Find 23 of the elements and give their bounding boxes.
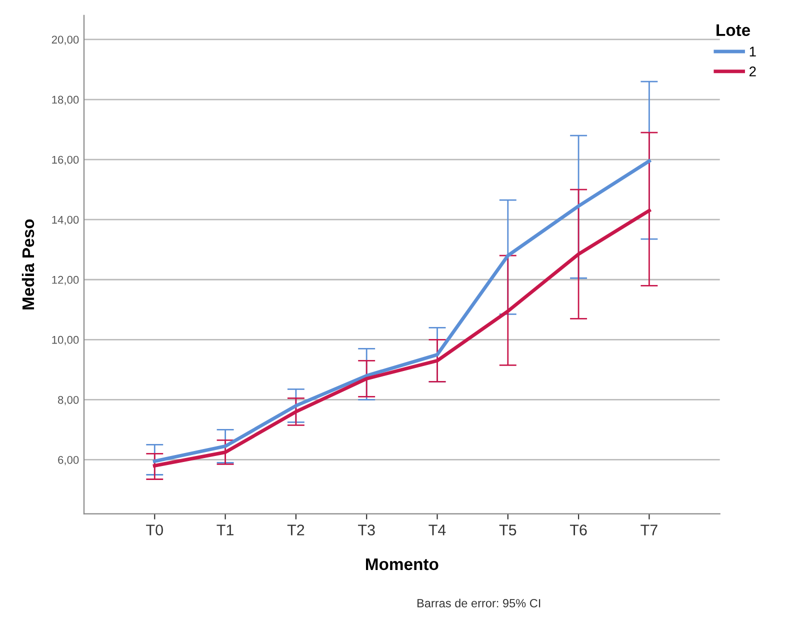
- x-tick-label: T0: [146, 524, 163, 536]
- y-tick-label: 20,00: [52, 36, 79, 45]
- y-tick-label: 12,00: [52, 276, 79, 286]
- x-tick-label: T4: [428, 524, 446, 536]
- x-tick-label: T1: [216, 524, 234, 536]
- x-tick-label: T3: [358, 524, 375, 536]
- x-axis-title: Momento: [366, 558, 438, 570]
- legend-label: 2: [749, 66, 756, 76]
- y-axis-title: Media Peso: [22, 219, 34, 310]
- line-series: [152, 159, 651, 463]
- x-tick-label: T7: [640, 524, 658, 536]
- y-tick-label: 8,00: [58, 396, 79, 406]
- y-tick-label: 14,00: [52, 216, 79, 226]
- x-tick-label: T2: [287, 524, 304, 536]
- y-tick-label: 6,00: [58, 456, 79, 466]
- y-tick-label: 16,00: [52, 156, 79, 166]
- x-tick-label: T6: [570, 524, 587, 536]
- x-tick-label: T5: [499, 524, 516, 536]
- legend-label: 1: [750, 46, 756, 56]
- text: Barras de error: 95% CI: [417, 598, 540, 608]
- y-tick-label: 18,00: [52, 96, 79, 105]
- legend-title: Lote: [716, 24, 750, 36]
- y-tick-label: 10,00: [52, 336, 79, 346]
